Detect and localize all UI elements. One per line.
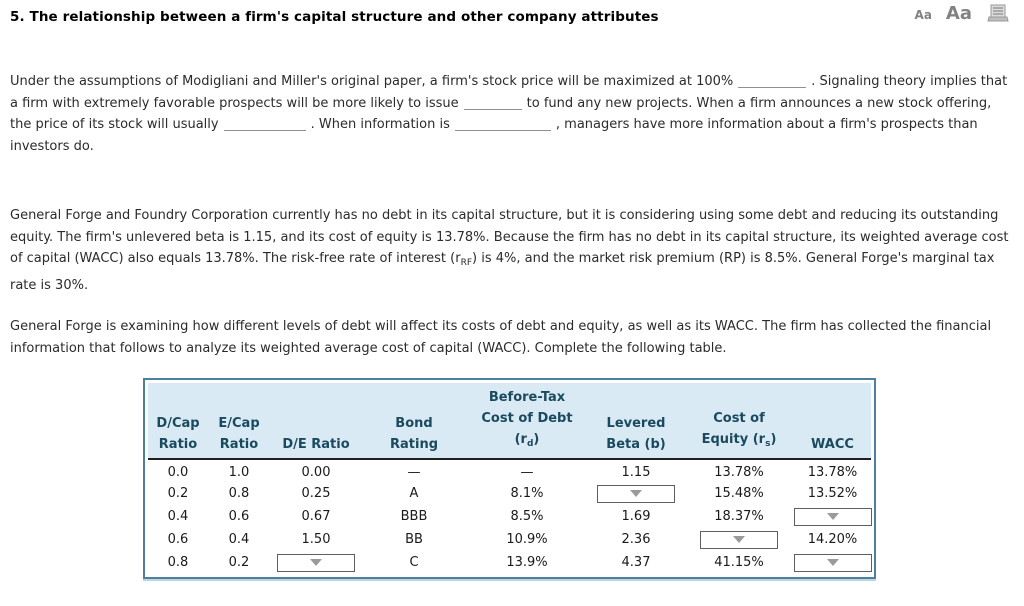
chevron-down-icon xyxy=(310,559,322,566)
cell-dcap: 0.0 xyxy=(167,465,189,480)
intro-text-2: . Signaling theory implies that a firm w… xyxy=(10,74,1008,111)
cell-ecap: 0.2 xyxy=(228,555,250,570)
intro-text-5: , managers have more information about a… xyxy=(10,117,978,154)
font-size-small-button[interactable]: Aa xyxy=(914,8,932,22)
chevron-down-icon xyxy=(733,536,745,543)
cell-levered-beta: 1.69 xyxy=(621,509,651,524)
cell-cost-of-debt: 10.9% xyxy=(506,532,548,547)
cell-bond-rating: BB xyxy=(405,532,423,547)
answer-blank-4[interactable] xyxy=(454,117,551,131)
font-size-large-button[interactable]: Aa xyxy=(945,3,972,24)
cell-dcap: 0.6 xyxy=(167,532,189,547)
cell-wacc: 13.78% xyxy=(807,465,858,480)
cell-levered-beta xyxy=(588,482,684,505)
print-button[interactable] xyxy=(986,4,1010,24)
chevron-down-icon xyxy=(827,513,839,520)
display-controls: Aa Aa xyxy=(915,4,1010,24)
column-header-bond-rating: Bond Rating xyxy=(362,383,466,460)
column-header-cost-of-equity: Cost of Equity (rs) xyxy=(684,383,794,460)
background-text-1: General Forge and Foundry Corporation cu… xyxy=(10,208,1009,266)
column-header-de-ratio: D/E Ratio xyxy=(270,383,362,460)
instruction-paragraph: General Forge is examining how different… xyxy=(10,319,992,356)
cell-cost-of-equity: 18.37% xyxy=(714,509,764,524)
column-header-dcap-ratio: D/Cap Ratio xyxy=(148,383,208,460)
cell-de-ratio: 1.50 xyxy=(301,532,331,547)
page-title: 5. The relationship between a firm's cap… xyxy=(10,9,659,25)
cell-cost-of-equity: 41.15% xyxy=(714,555,764,570)
dropdown-wacc-row5[interactable] xyxy=(794,553,872,572)
table-row: 0.4 0.6 0.67 BBB 8.5% 1.69 18.37% xyxy=(148,505,872,528)
cell-cost-of-debt: 8.1% xyxy=(510,486,544,501)
dropdown-de-ratio-row5[interactable] xyxy=(277,553,355,572)
table-row: 0.2 0.8 0.25 A 8.1% 15.48% 13.52% xyxy=(148,482,871,505)
answer-blank-2[interactable] xyxy=(463,96,522,110)
intro-text-3: to fund any new projects. When a firm an… xyxy=(10,95,992,133)
dropdown-cost-of-equity-row4[interactable] xyxy=(700,530,778,549)
background-paragraph: General Forge and Foundry Corporation cu… xyxy=(10,205,1010,296)
chevron-down-icon xyxy=(827,559,839,566)
cell-bond-rating: BBB xyxy=(400,509,428,524)
answer-blank-3[interactable] xyxy=(223,117,306,131)
cell-cost-of-debt: 8.5% xyxy=(510,509,544,524)
cell-ecap: 0.6 xyxy=(228,509,250,524)
cell-cost-of-equity xyxy=(684,528,794,551)
cell-levered-beta: 4.37 xyxy=(621,555,651,570)
cell-ecap: 0.8 xyxy=(228,486,250,501)
cell-de-ratio: 0.00 xyxy=(301,465,331,480)
intro-paragraph: Under the assumptions of Modigliani and … xyxy=(10,71,1010,157)
column-header-ecap-ratio: E/Cap Ratio xyxy=(208,383,270,460)
subscript-rf: RF xyxy=(460,258,473,268)
cell-wacc: 14.20% xyxy=(807,532,858,547)
cell-bond-rating: C xyxy=(409,555,419,570)
cell-wacc xyxy=(794,551,872,574)
background-text-2: ) is 4%, and the market risk premium (RP… xyxy=(10,251,995,293)
cell-bond-rating: A xyxy=(409,486,419,501)
intro-text-4: . When information is xyxy=(310,117,450,132)
dropdown-levered-beta-row2[interactable] xyxy=(597,484,675,503)
cell-de-ratio: 0.67 xyxy=(301,509,331,524)
cell-ecap: 0.4 xyxy=(228,532,250,547)
cell-bond-rating: — xyxy=(407,465,421,480)
cell-wacc: 13.52% xyxy=(807,486,858,501)
cell-dcap: 0.8 xyxy=(167,555,189,570)
cell-ecap: 1.0 xyxy=(228,465,250,480)
cell-wacc xyxy=(794,505,872,528)
column-header-wacc: WACC xyxy=(794,383,871,460)
cell-cost-of-equity: 13.78% xyxy=(714,465,764,480)
chevron-down-icon xyxy=(630,490,642,497)
cell-levered-beta: 1.15 xyxy=(621,465,651,480)
cell-cost-of-debt: 13.9% xyxy=(506,555,548,570)
cell-cost-of-debt: — xyxy=(520,465,534,480)
table-row: 0.8 0.2 C 13.9% 4.37 41.15% xyxy=(148,551,872,574)
cell-de-ratio: 0.25 xyxy=(301,486,331,501)
table-row: 0.0 1.0 0.00 — — 1.15 13.78% 13.78% xyxy=(148,459,871,482)
cell-levered-beta: 2.36 xyxy=(621,532,651,547)
column-header-cost-of-debt: Before-Tax Cost of Debt (rd) xyxy=(466,383,588,460)
answer-blank-1[interactable] xyxy=(738,74,807,88)
cell-dcap: 0.4 xyxy=(167,509,189,524)
cell-de-ratio xyxy=(270,551,362,574)
table-row: 0.6 0.4 1.50 BB 10.9% 2.36 14.20% xyxy=(148,528,871,551)
column-header-levered-beta: Levered Beta (b) xyxy=(588,383,684,460)
cell-cost-of-equity: 15.48% xyxy=(714,486,764,501)
print-icon xyxy=(987,4,1009,22)
cell-dcap: 0.2 xyxy=(167,486,189,501)
capital-structure-table: D/Cap Ratio E/Cap Ratio D/E Ratio Bond R… xyxy=(143,378,876,579)
dropdown-wacc-row3[interactable] xyxy=(794,507,872,526)
intro-text-1: Under the assumptions of Modigliani and … xyxy=(10,74,734,89)
